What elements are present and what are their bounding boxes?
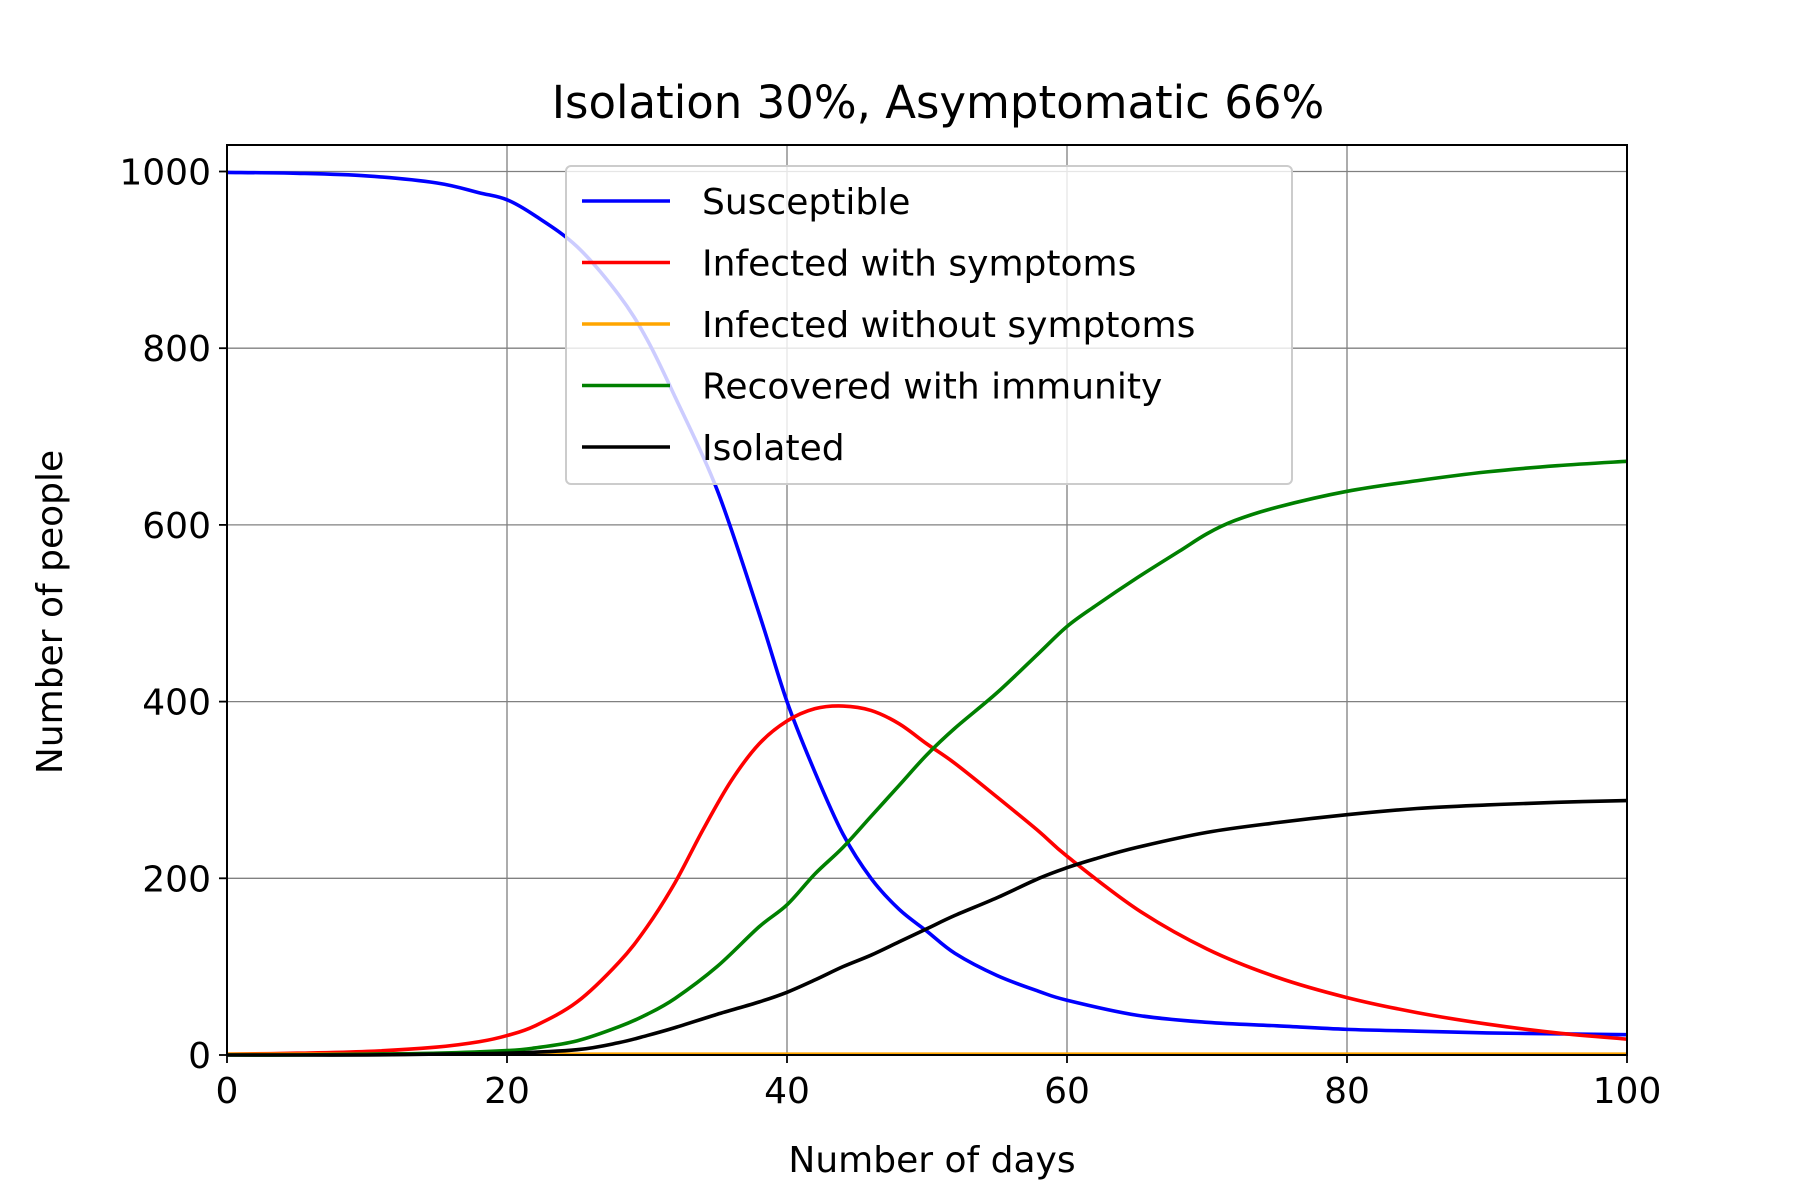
- x-tick-label: 20: [484, 1071, 530, 1112]
- y-tick-label: 1000: [119, 153, 211, 194]
- plot-frame: [226, 144, 1628, 1056]
- legend-label: Recovered with immunity: [702, 367, 1162, 408]
- y-axis-label: Number of people: [30, 450, 71, 774]
- y-tick-label: 600: [142, 506, 211, 547]
- x-tick-label: 80: [1324, 1071, 1370, 1112]
- legend-box: [565, 165, 1293, 485]
- series-line-susceptible: [226, 170, 1628, 1037]
- series-line-isolated: [226, 798, 1628, 1057]
- x-axis-label: Number of days: [788, 1140, 1075, 1181]
- legend-label: Isolated: [702, 428, 845, 469]
- y-tick-label: 0: [188, 1036, 211, 1077]
- y-tick-label: 400: [142, 683, 211, 724]
- x-tick-label: 100: [1593, 1071, 1662, 1112]
- chart-title: Isolation 30%, Asymptomatic 66%: [552, 76, 1325, 129]
- series-line-recovered-with-immunity: [226, 459, 1628, 1057]
- x-tick-label: 0: [216, 1071, 239, 1112]
- legend: Susceptible Infected with symptoms Infecte…: [565, 165, 1293, 485]
- x-tick-label: 40: [764, 1071, 810, 1112]
- legend-label: Infected without symptoms: [702, 305, 1195, 346]
- y-tick-label: 800: [142, 329, 211, 370]
- legend-label: Infected with symptoms: [702, 244, 1136, 285]
- series-line-infected-with-symptoms: [226, 704, 1628, 1056]
- legend-label: Susceptible: [702, 182, 910, 223]
- y-tick-label: 200: [142, 859, 211, 900]
- x-tick-label: 60: [1044, 1071, 1090, 1112]
